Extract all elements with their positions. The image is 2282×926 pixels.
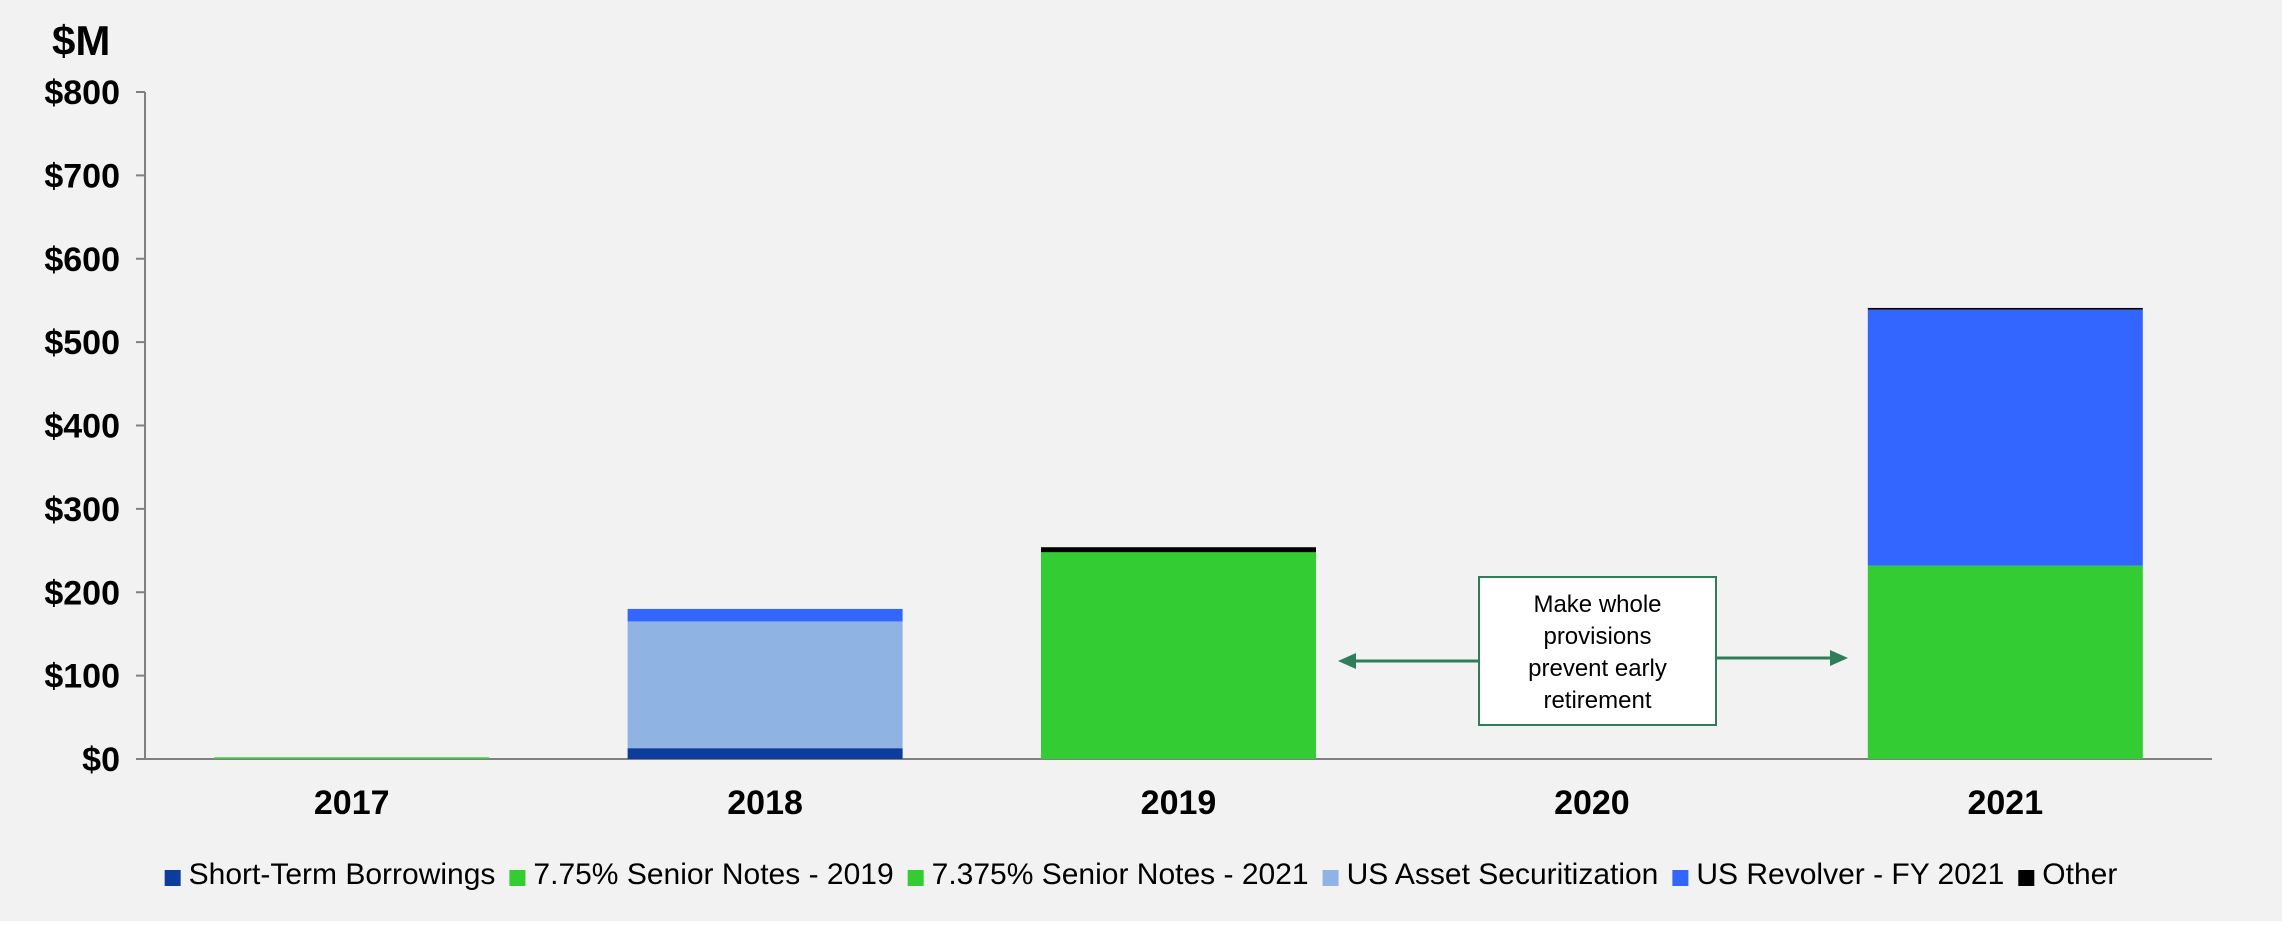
y-tick-label: $600 [44,241,120,279]
legend-swatch [1322,870,1339,886]
annotation-text: retirement [1543,687,1651,714]
legend-swatch [509,870,526,886]
y-tick-label: $800 [44,74,120,112]
bar-segment [1041,547,1316,553]
y-tick-label: $400 [44,408,120,446]
annotation-box [1478,576,1717,726]
bar-segment [214,757,490,759]
legend-label: Short-Term Borrowings [189,858,496,891]
legend-label: 7.375% Senior Notes - 2021 [932,858,1309,891]
legend-item: US Revolver - FY 2021 [1672,858,2004,891]
bar-segment [627,748,903,759]
y-tick-label: $200 [44,574,120,612]
annotation-text: prevent early [1528,655,1667,682]
legend: Short-Term Borrowings 7.75% Senior Notes … [164,858,2117,891]
y-tick-label: $100 [44,658,120,696]
x-tick-label: 2017 [314,784,390,822]
bar-segment [1867,307,2143,310]
legend-item: Other [2018,858,2117,891]
legend-item: US Asset Securitization [1322,858,1659,891]
legend-item: 7.375% Senior Notes - 2021 [907,858,1309,891]
legend-swatch [907,870,924,886]
legend-swatch [2018,870,2035,886]
arrowhead-left-icon [1338,653,1356,669]
x-axis: 2017 2018 2019 2020 2021 [145,758,2212,822]
y-axis: $0 $100 $200 $300 $400 $500 $600 $700 $800 [44,74,146,779]
y-tick-label: $500 [44,324,120,362]
bar-segment [1867,309,2143,566]
legend-swatch [1672,870,1689,886]
annotation: Make whole provisions prevent early retirem… [1338,576,1848,726]
y-tick-label: $300 [44,491,120,529]
annotation-text: provisions [1543,623,1651,650]
bar-segment [1867,565,2143,759]
x-tick-label: 2018 [727,784,803,822]
legend-label: US Asset Securitization [1347,858,1659,891]
bars [214,307,2143,759]
annotation-text: Make whole [1533,591,1661,618]
bar-segment [1041,552,1316,759]
arrowhead-right-icon [1830,650,1848,666]
bar-segment [627,608,903,622]
unit-label: $M [52,17,110,64]
bar-segment [627,621,903,749]
legend-label: 7.75% Senior Notes - 2019 [533,858,893,891]
legend-swatch [164,870,181,886]
x-tick-label: 2019 [1141,784,1217,822]
legend-item: 7.75% Senior Notes - 2019 [509,858,894,891]
y-tick-label: $0 [82,741,120,779]
y-tick-label: $700 [44,157,120,195]
legend-label: Other [2042,858,2117,891]
x-tick-label: 2021 [1967,784,2043,822]
x-tick-label: 2020 [1554,784,1630,822]
legend-label: US Revolver - FY 2021 [1696,858,2004,891]
legend-item: Short-Term Borrowings [164,858,496,891]
